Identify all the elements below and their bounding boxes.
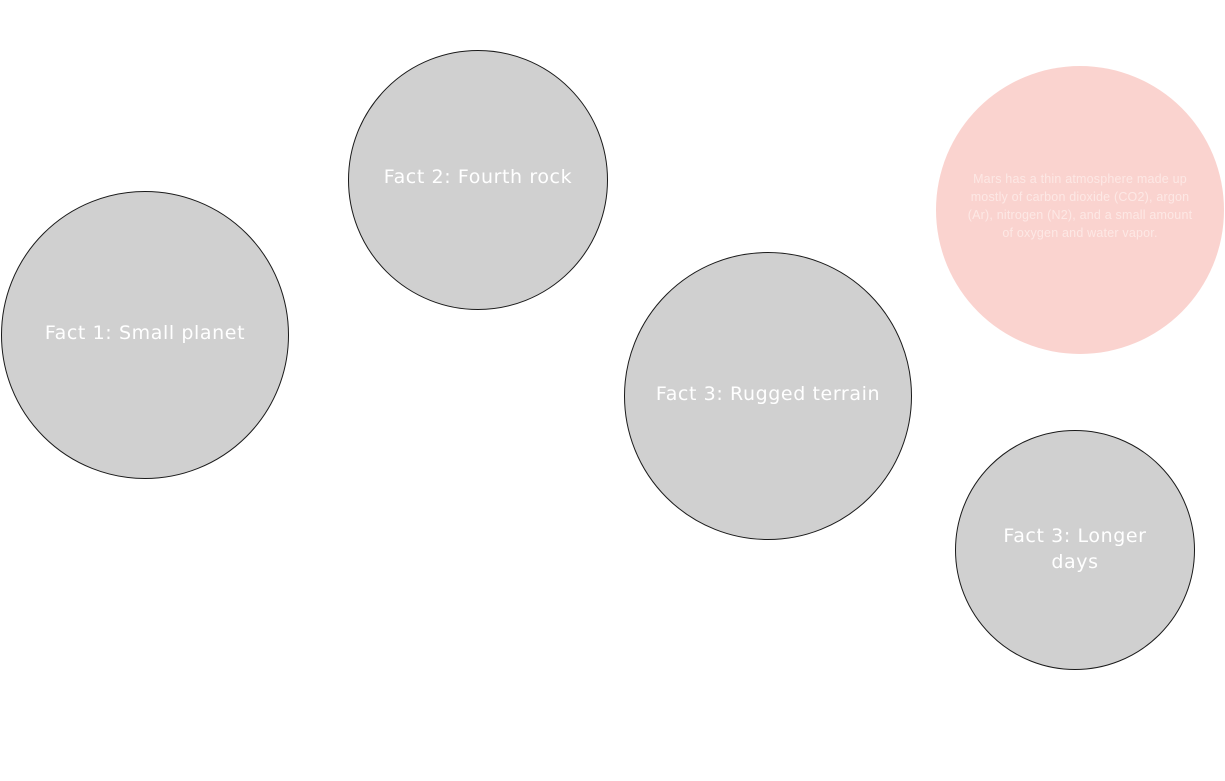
atmosphere-note-bubble[interactable]: Mars has a thin atmosphere made up mostl… <box>936 66 1224 354</box>
atmosphere-note-text: Mars has a thin atmosphere made up mostl… <box>967 172 1193 240</box>
fact-3-longer-days-bubble[interactable]: Fact 3: Longer days <box>955 430 1195 670</box>
fact-1-label: Fact 1: Small planet <box>44 322 246 344</box>
fact-3-rugged-terrain-label: Fact 3: Rugged terrain <box>655 383 881 405</box>
fact-2-bubble[interactable]: Fact 2: Fourth rock <box>348 50 608 310</box>
fact-3-rugged-terrain-bubble[interactable]: Fact 3: Rugged terrain <box>624 252 912 540</box>
fact-1-bubble[interactable]: Fact 1: Small planet <box>1 191 289 479</box>
fact-3-longer-days-label: Fact 3: Longer days <box>1003 525 1147 573</box>
fact-2-label: Fact 2: Fourth rock <box>383 166 573 188</box>
